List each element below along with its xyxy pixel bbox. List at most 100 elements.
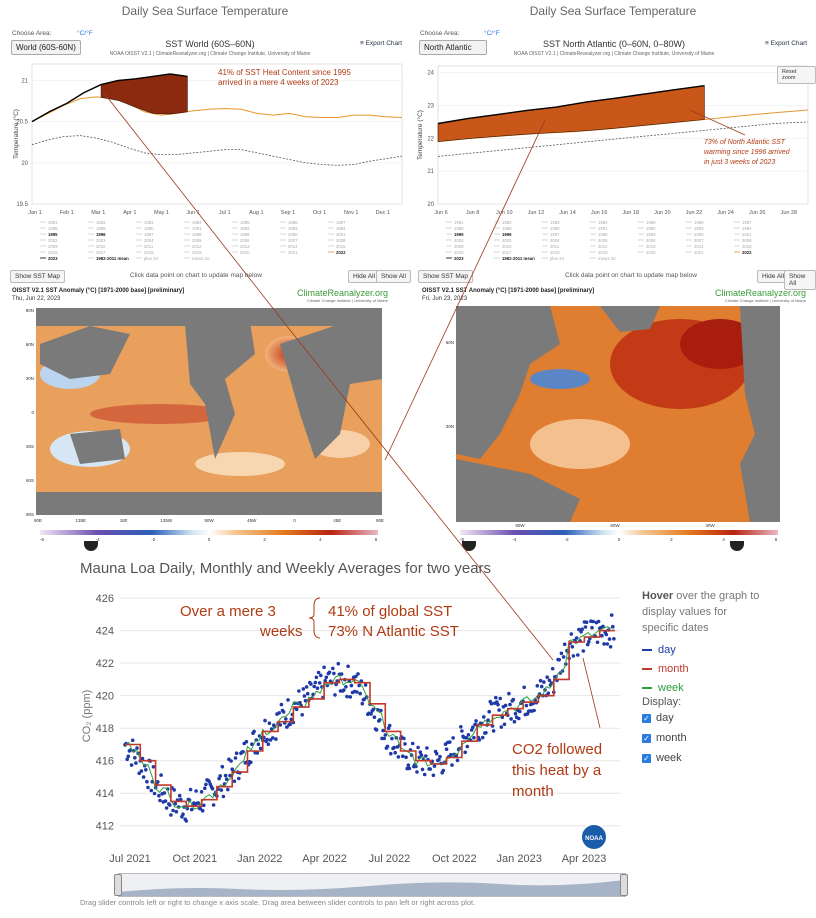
map-scroll-handle-left[interactable] [84,541,98,551]
year-legend-item: 2014 [694,244,704,249]
day-point [605,642,610,646]
x-tick-label: Apr 2022 [302,853,347,865]
lat-label: 90N [26,308,34,313]
left-units-toggle[interactable]: °C/°F [77,30,93,37]
year-legend-item: 2017 [96,250,106,255]
day-point [547,678,552,683]
lon-label: 180 [120,518,128,523]
left-area-select[interactable]: World (60S-60N) [11,40,81,55]
annotation-over-3-weeks: weeks [259,623,303,640]
day-point [316,670,321,675]
day-point [392,745,396,750]
day-point [172,788,176,792]
year-legend-item: 1984 [598,220,608,225]
day-point [139,769,144,773]
left-panel-title: Daily Sea Surface Temperature [121,4,289,18]
lon-label: 30W [705,523,715,528]
day-point [609,613,614,617]
colorbar-label: 2 [263,537,266,542]
right-area-select[interactable]: North Atlantic [419,40,487,55]
right-show-sst-map-button[interactable]: Show SST Map [418,270,474,283]
map-title: OISST V2.1 SST Anomaly (°C) [1971-2000 b… [422,288,594,294]
north-atlantic-sst-anomaly-map[interactable]: OISST V2.1 SST Anomaly (°C) [1971-2000 b… [420,284,810,542]
day-point [249,760,253,765]
year-legend-item: 1991 [598,226,608,231]
day-point [539,684,544,689]
day-point [344,685,348,689]
left-show-sst-map-button[interactable]: Show SST Map [10,270,66,283]
y-tick-label: 20 [21,161,28,167]
day-point [422,772,427,777]
map-scroll-handle-center[interactable] [462,541,476,551]
x-tick-label: May 1 [154,210,169,216]
sst-north-atlantic-chart[interactable]: SST North Atlantic (0–60N, 0–80W) NOAA O… [414,38,812,266]
day-point [237,776,241,781]
display-day-checkbox[interactable]: ✓ day [642,712,674,724]
na-2023-line [437,85,705,125]
day-point [331,666,335,671]
world-sst-anomaly-map[interactable]: OISST V2.1 SST Anomaly (°C) [1971-2000 b… [10,284,400,542]
x-tick-label: Apr 2023 [562,853,607,865]
day-point [420,767,425,772]
right-export-chart-button[interactable]: ≡ Export Chart [765,40,808,47]
day-point [181,812,185,816]
lon-label: 0 [293,518,296,523]
lat-label: 30N [26,376,34,381]
day-point [390,736,394,741]
day-point [250,742,254,746]
day-point [404,755,408,760]
year-legend-item: 1982 [96,220,106,225]
day-point [217,776,221,781]
year-legend-item: 2005 [598,238,608,243]
day-point [189,807,194,812]
day-point [188,787,193,792]
world-annotation: arrived in a mere 4 weeks of 2023 [218,78,339,87]
lon-label: 90W [515,523,525,528]
day-point [303,698,308,703]
display-month-checkbox[interactable]: ✓ month [642,732,687,744]
colorbar-label: 4 [319,537,322,542]
day-point [410,741,415,746]
day-point [372,715,377,719]
day-point [448,740,452,744]
mauna-loa-chart[interactable]: 412 414 416 418 420 422 424 426 CO₂ (ppm) Jul 202… [78,582,628,872]
day-point [158,798,162,803]
left-show-all-button[interactable]: Show All [376,270,411,283]
day-point [480,735,485,740]
day-point [285,725,289,729]
day-point [289,717,294,722]
year-legend-item: 2015 [336,244,346,249]
range-slider[interactable] [118,873,626,897]
day-point [255,751,260,755]
display-week-checkbox[interactable]: ✓ week [642,752,682,764]
day-point [199,790,204,794]
y-axis-label: Temperature (°C) [12,109,20,159]
slider-right-handle[interactable] [620,874,628,896]
year-legend-item: 2017 [502,250,512,255]
year-legend-item: 2009 [48,244,58,249]
day-point [229,759,233,763]
year-legend-item: 2019 [598,250,608,255]
year-legend-item: minus 2σ [598,256,616,261]
year-legend-item: 2020 [646,250,656,255]
x-tick-label: Jun 24 [717,210,734,216]
reset-zoom-button[interactable]: Reset zoom [777,66,816,84]
day-point [489,701,494,706]
left-export-chart-button[interactable]: ≡ Export Chart [360,40,403,47]
y-axis-label: CO₂ (ppm) [81,690,93,743]
legend-day: day [642,640,689,659]
map-scroll-handle-right[interactable] [730,541,744,551]
y-tick-label: 21 [427,169,434,175]
day-point [244,739,249,744]
day-point [487,709,492,714]
sst-world-chart[interactable]: SST World (60S–60N) NOAA OISST V2.1 | Cl… [10,38,405,266]
mauna-loa-title: Mauna Loa Daily, Monthly and Weekly Aver… [80,560,492,577]
day-point [224,777,229,781]
right-units-toggle[interactable]: °C/°F [484,30,500,37]
day-point [126,754,131,759]
day-point [196,801,201,805]
x-tick-label: Jun 12 [528,210,545,216]
day-point [159,773,163,777]
lat-label: 60S [26,478,34,483]
slider-left-handle[interactable] [114,874,122,896]
